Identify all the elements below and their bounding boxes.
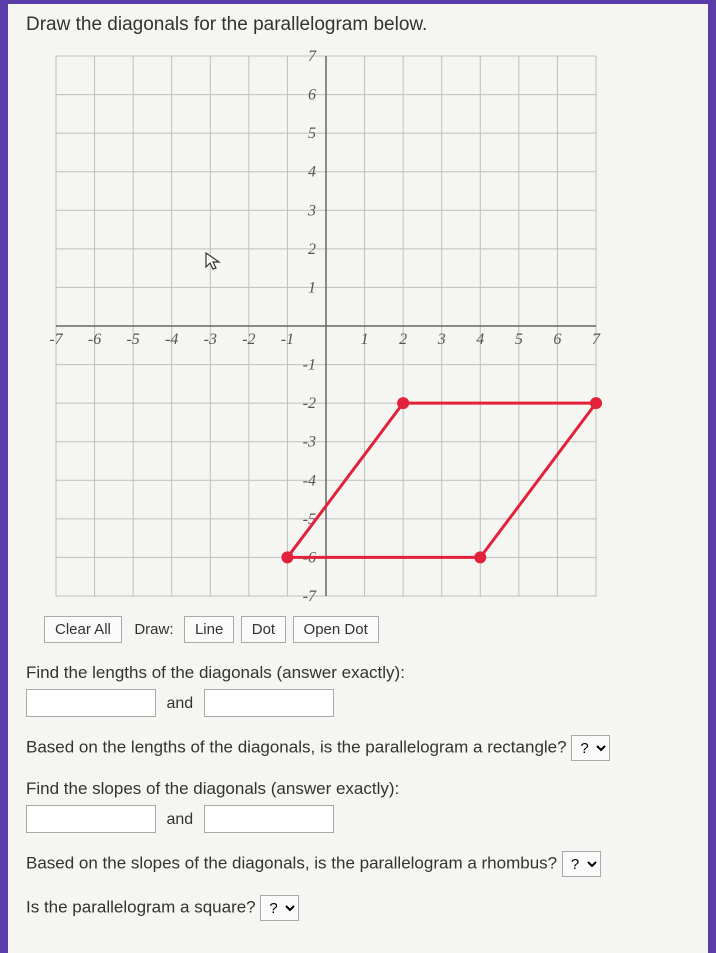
rectangle-select[interactable]: ? [571,735,610,761]
square-prompt-text: Is the parallelogram a square? [26,897,256,916]
svg-text:-3: -3 [303,434,316,451]
svg-text:4: 4 [308,164,316,181]
diag-length-1-input[interactable] [26,689,156,717]
svg-text:-4: -4 [303,472,316,489]
rhombus-question: Based on the slopes of the diagonals, is… [26,851,690,877]
and-label-1: and [166,695,193,712]
slope-prompt: Find the slopes of the diagonals (answer… [26,779,690,799]
worksheet-page: Draw the diagonals for the parallelogram… [8,4,708,953]
svg-text:5: 5 [308,125,316,142]
slope-2-input[interactable] [204,805,334,833]
and-label-2: and [166,811,193,828]
svg-text:-5: -5 [303,511,316,528]
svg-text:5: 5 [515,331,523,348]
svg-text:-1: -1 [303,357,316,374]
main-prompt: Draw the diagonals for the parallelogram… [26,14,690,36]
svg-text:2: 2 [399,331,407,348]
svg-text:-7: -7 [303,588,317,605]
svg-text:-7: -7 [49,331,63,348]
svg-text:2: 2 [308,241,316,258]
svg-text:-2: -2 [303,395,316,412]
rhombus-select[interactable]: ? [562,851,601,877]
svg-text:6: 6 [553,331,561,348]
svg-text:3: 3 [307,202,316,219]
svg-text:7: 7 [308,48,317,65]
svg-text:-1: -1 [281,331,294,348]
coordinate-grid[interactable]: -7-6-5-4-3-2-11234567-7-6-5-4-3-2-112345… [46,46,606,606]
slope-answers: and [26,805,690,833]
clear-all-button[interactable]: Clear All [44,616,122,643]
rectangle-question: Based on the lengths of the diagonals, i… [26,735,690,761]
svg-text:-4: -4 [165,331,178,348]
svg-text:-5: -5 [126,331,139,348]
cursor-icon [204,251,224,271]
tool-dot-button[interactable]: Dot [241,616,286,643]
tool-line-button[interactable]: Line [184,616,234,643]
rhombus-prompt-text: Based on the slopes of the diagonals, is… [26,853,557,872]
slope-1-input[interactable] [26,805,156,833]
rectangle-prompt-text: Based on the lengths of the diagonals, i… [26,737,567,756]
svg-text:-6: -6 [88,331,101,348]
tool-open-dot-button[interactable]: Open Dot [293,616,379,643]
square-select[interactable]: ? [260,895,299,921]
diag-length-2-input[interactable] [204,689,334,717]
svg-text:-2: -2 [242,331,255,348]
svg-text:3: 3 [437,331,446,348]
square-question: Is the parallelogram a square? ? [26,895,690,921]
svg-text:6: 6 [308,87,316,104]
svg-text:7: 7 [592,331,601,348]
svg-text:1: 1 [308,279,316,296]
svg-text:4: 4 [476,331,484,348]
svg-text:-3: -3 [204,331,217,348]
graph-area[interactable]: -7-6-5-4-3-2-11234567-7-6-5-4-3-2-112345… [46,46,606,606]
diagonal-length-answers: and [26,689,690,717]
draw-toolbar: Clear All Draw: Line Dot Open Dot [44,616,690,643]
diagonal-length-prompt: Find the lengths of the diagonals (answe… [26,663,690,683]
draw-label: Draw: [128,617,179,642]
svg-text:1: 1 [361,331,369,348]
